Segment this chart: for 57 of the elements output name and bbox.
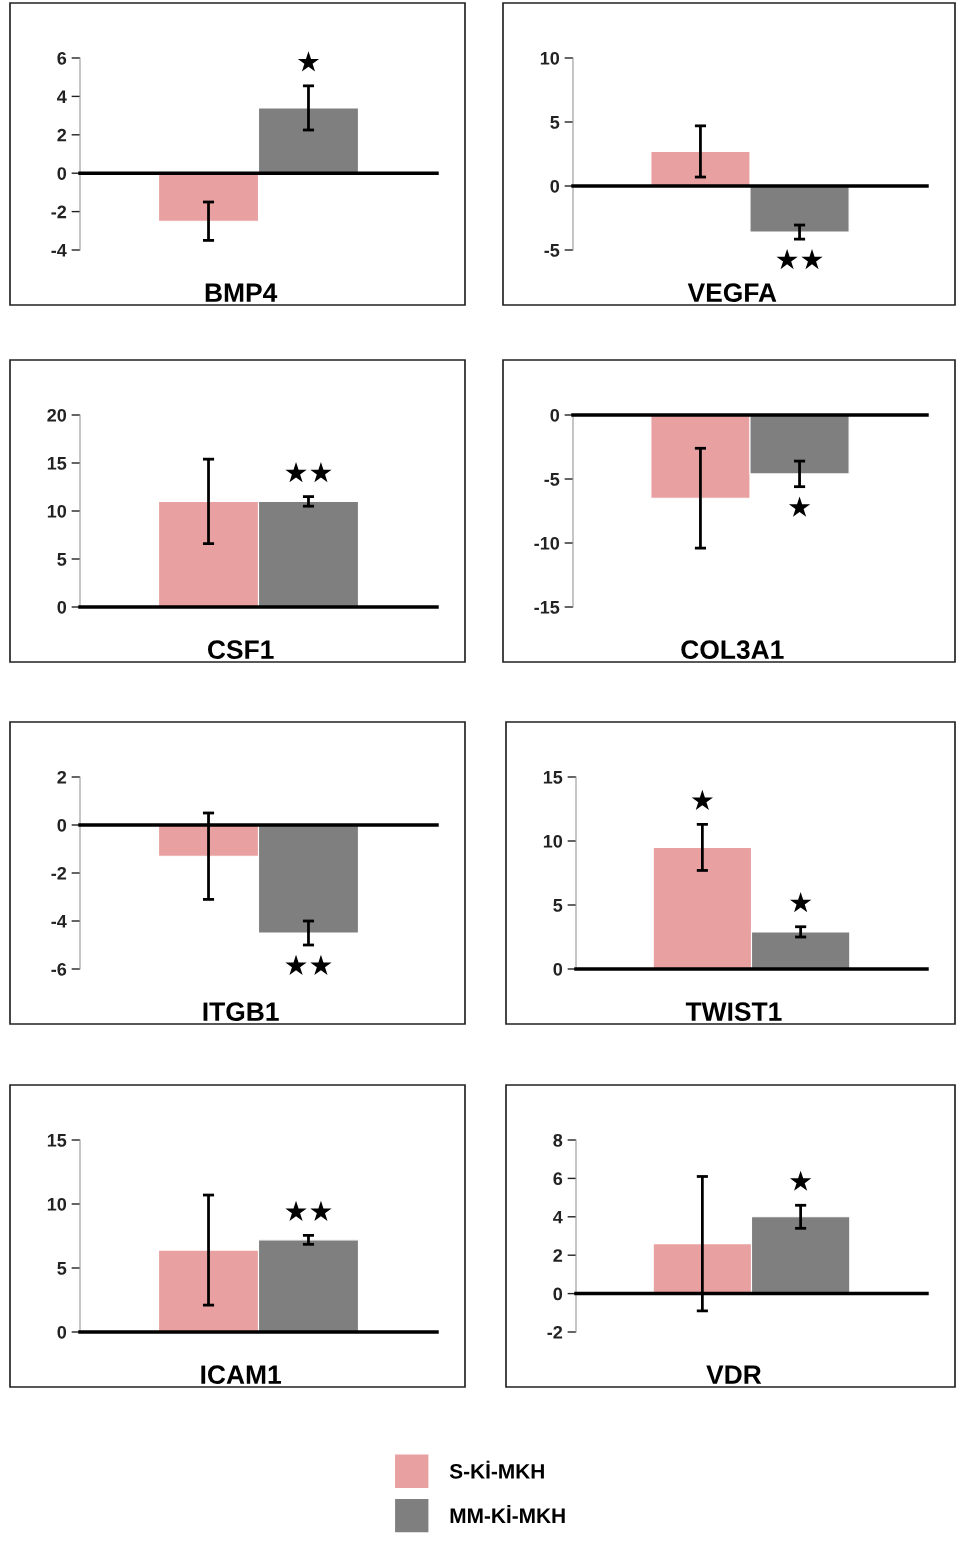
y-tick-label: 0	[57, 167, 67, 180]
y-tick-label: 10	[543, 834, 563, 848]
data-label: ★★	[776, 248, 823, 270]
y-tick-label: 15	[543, 771, 563, 784]
y-tick-label: 5	[553, 899, 563, 912]
y-tick-label: -2	[547, 1325, 563, 1339]
y-tick-label: 10	[47, 504, 67, 518]
y-tick-label: 6	[553, 1172, 563, 1186]
x-axis-title: ICAM1	[201, 1365, 281, 1385]
y-tick-label: 2	[57, 128, 67, 142]
y-tick-label: 0	[553, 1287, 563, 1301]
y-tick-label: 0	[553, 962, 563, 976]
y-tick-label: 5	[550, 116, 560, 129]
x-axis-title: VEGFA	[687, 283, 777, 303]
y-tick-label: 2	[57, 770, 67, 784]
data-label: ★	[297, 51, 320, 72]
data-label: ★	[789, 892, 812, 913]
y-tick-label: -10	[534, 536, 560, 550]
y-tick-label: 0	[57, 1325, 67, 1339]
data-label: ★	[691, 789, 714, 810]
legend-label: MM-Kİ-MKH	[450, 1505, 565, 1523]
data-label: ★★	[285, 461, 332, 483]
x-axis-title: CSF1	[208, 640, 274, 660]
x-axis-title: BMP4	[205, 283, 278, 302]
x-axis-title: TWIST1	[685, 1002, 782, 1022]
y-tick-label: -6	[51, 962, 67, 976]
y-tick-label: 6	[57, 51, 67, 65]
legend-label: S-Kİ-MKH	[449, 1460, 544, 1479]
y-tick-label: 5	[57, 553, 67, 566]
y-tick-label: 8	[553, 1133, 563, 1147]
y-tick-label: 0	[550, 408, 560, 422]
y-tick-label: 10	[540, 51, 560, 65]
data-label: ★	[789, 1170, 812, 1191]
y-tick-label: -5	[544, 473, 560, 486]
y-tick-label: 4	[553, 1210, 563, 1224]
y-tick-label: -4	[51, 915, 67, 928]
y-tick-label: -15	[534, 601, 560, 614]
data-label: ★★	[285, 1200, 332, 1221]
x-axis-title: COL3A1	[681, 640, 784, 660]
y-tick-label: 15	[47, 457, 67, 470]
x-axis-title: ITGB1	[203, 1002, 279, 1022]
y-tick-label: 0	[57, 818, 67, 832]
data-label: ★★	[285, 954, 332, 976]
data-label: ★	[788, 496, 811, 517]
y-tick-label: 2	[553, 1249, 563, 1262]
y-tick-label: -2	[51, 205, 67, 219]
x-axis-title: VDR	[706, 1365, 762, 1384]
y-tick-label: 0	[550, 179, 560, 193]
y-tick-label: -5	[544, 244, 560, 257]
y-tick-label: 10	[47, 1197, 67, 1211]
y-tick-label: 0	[57, 600, 67, 614]
y-tick-label: 15	[47, 1134, 67, 1147]
y-tick-label: 20	[47, 408, 67, 422]
y-tick-label: -2	[51, 866, 67, 880]
y-tick-label: -4	[51, 244, 67, 257]
y-tick-label: 5	[57, 1262, 67, 1275]
y-tick-label: 4	[57, 90, 67, 103]
